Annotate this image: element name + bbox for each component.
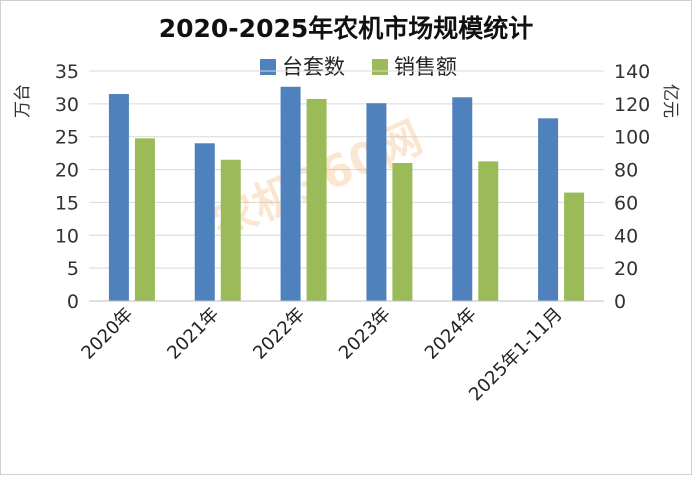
left-tick-label: 0 xyxy=(67,291,79,313)
category-label: 2022年 xyxy=(249,304,309,364)
gridlines xyxy=(89,70,604,269)
bar-sales-3 xyxy=(392,163,413,301)
left-tick-label: 35 xyxy=(55,61,79,83)
bar-units-0 xyxy=(108,94,129,301)
left-tick-label: 5 xyxy=(67,258,79,280)
legend: 台套数 销售额 xyxy=(260,55,457,79)
bar-units-4 xyxy=(452,97,473,302)
category-label: 2023年 xyxy=(335,304,395,364)
left-tick-label: 30 xyxy=(55,94,79,116)
bar-sales-5 xyxy=(564,192,585,301)
bar-sales-0 xyxy=(134,138,155,301)
left-axis-ticks: 0 5 10 15 20 25 30 35 xyxy=(55,61,79,313)
bar-units-3 xyxy=(366,103,387,301)
bar-sales-4 xyxy=(478,161,499,301)
right-tick-label: 40 xyxy=(614,225,638,247)
right-tick-label: 100 xyxy=(614,127,650,149)
right-tick-label: 0 xyxy=(614,291,626,313)
left-tick-label: 10 xyxy=(55,225,79,247)
right-tick-label: 60 xyxy=(614,192,638,214)
legend-swatch-0 xyxy=(260,59,276,75)
bar-units-1 xyxy=(194,143,215,301)
left-tick-label: 20 xyxy=(55,160,79,182)
right-tick-label: 80 xyxy=(614,160,638,182)
right-tick-label: 140 xyxy=(614,61,650,83)
right-tick-label: 120 xyxy=(614,94,650,116)
legend-label-0: 台套数 xyxy=(282,55,345,79)
legend-label-1: 销售额 xyxy=(394,55,457,79)
bar-sales-2 xyxy=(306,98,327,301)
bar-units-2 xyxy=(280,86,301,302)
bar-units-5 xyxy=(538,118,559,301)
category-label: 2021年 xyxy=(163,304,223,364)
right-axis-ticks: 0 20 40 60 80 100 120 140 xyxy=(614,61,650,313)
right-tick-label: 20 xyxy=(614,258,638,280)
right-axis-title: 亿元 xyxy=(660,84,680,118)
bar-sales-1 xyxy=(220,159,241,301)
left-tick-label: 25 xyxy=(55,127,79,149)
category-label: 2020年 xyxy=(77,304,137,364)
bars xyxy=(108,86,585,302)
category-label: 2024年 xyxy=(421,304,481,364)
chart-title: 2020-2025年农机市场规模统计 xyxy=(159,14,534,43)
left-tick-label: 15 xyxy=(55,192,79,214)
left-axis-title: 万台 xyxy=(13,84,33,118)
legend-swatch-1 xyxy=(372,59,388,75)
